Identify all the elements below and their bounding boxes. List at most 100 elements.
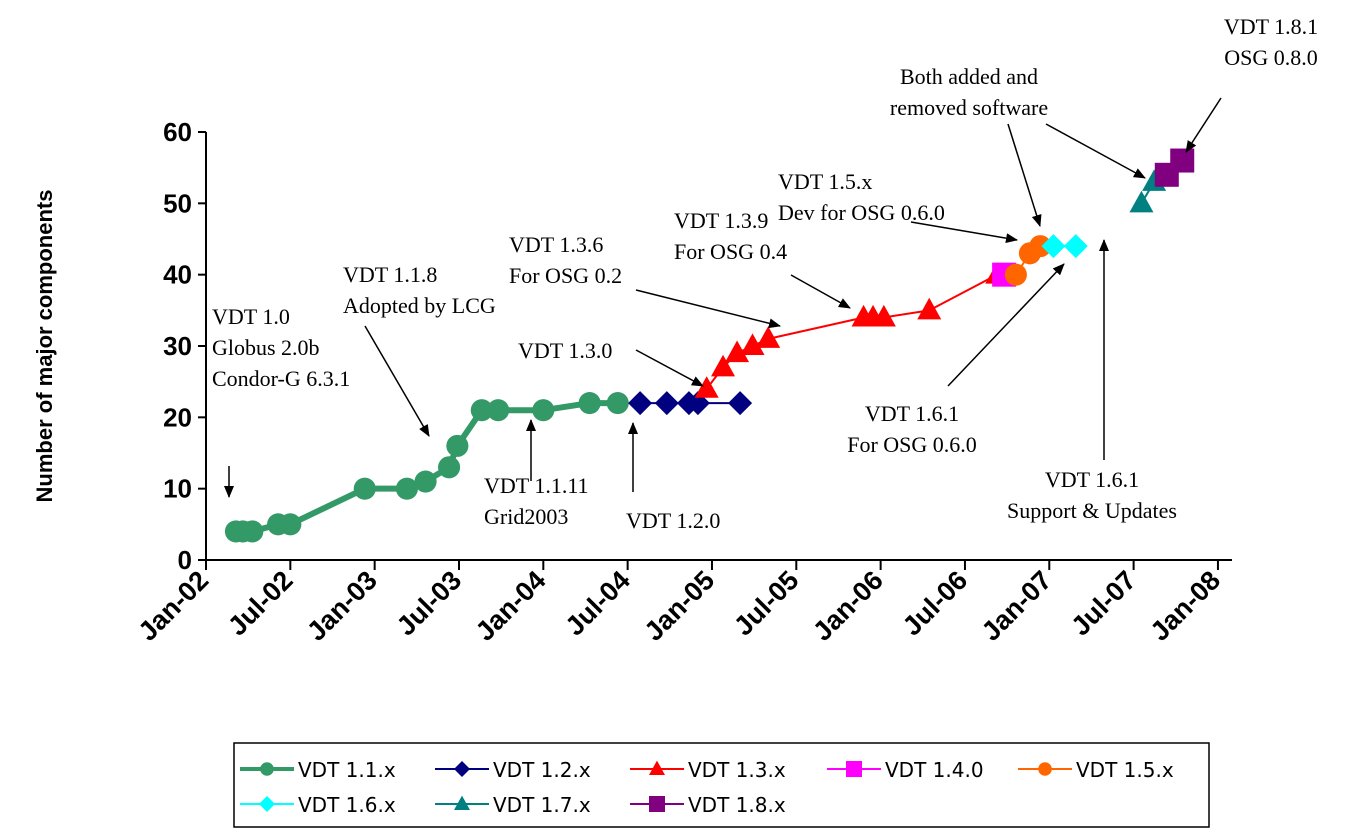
- data-point: [871, 304, 896, 327]
- legend-marker: [649, 796, 665, 812]
- x-tick-label: Jan-02: [133, 565, 215, 647]
- data-point: [1029, 235, 1052, 258]
- annotation-text: VDT 1.6.1 For OSG 0.6.0: [847, 401, 977, 457]
- annotation-text: VDT 1.3.0: [518, 338, 612, 363]
- x-tick-label: Jan-06: [807, 565, 889, 647]
- annotation-line: OSG 0.8.0: [1224, 45, 1318, 70]
- annotation-line: Both added and: [900, 64, 1038, 89]
- data-point: [353, 477, 376, 500]
- y-tick-label: 40: [163, 260, 192, 290]
- legend-item: VDT 1.6.x: [240, 793, 396, 817]
- annotation-line: VDT 1.1.11: [484, 473, 589, 498]
- x-tick-label: Jul-02: [222, 565, 298, 641]
- annotation-line: VDT 1.2.0: [626, 508, 720, 533]
- data-point: [1063, 234, 1088, 259]
- legend-label: VDT 1.1.x: [298, 758, 396, 782]
- annotation-arrow: [910, 221, 1018, 244]
- legend: VDT 1.1.x VDT 1.2.x VDT 1.3.x VDT 1.4.0 VDT …: [233, 742, 1210, 828]
- legend-item: VDT 1.3.x: [630, 758, 786, 782]
- data-point: [241, 520, 264, 543]
- annotation-line: Adopted by LCG: [343, 293, 496, 318]
- legend-label: VDT 1.3.x: [688, 758, 786, 782]
- y-tick-label: 10: [163, 474, 192, 504]
- annotation-line: Grid2003: [484, 504, 568, 529]
- annotation-line: VDT 1.3.6: [509, 232, 603, 257]
- legend-label: VDT 1.5.x: [1076, 758, 1174, 782]
- data-point: [438, 456, 461, 479]
- data-point: [1004, 263, 1027, 286]
- legend-item: VDT 1.4.0: [827, 758, 984, 782]
- data-point: [694, 376, 719, 398]
- annotation-line: VDT 1.3.0: [518, 338, 612, 363]
- x-tick-label: Jan-03: [301, 565, 383, 647]
- legend-box: [233, 742, 1210, 828]
- x-tick-label: Jul-06: [897, 565, 973, 641]
- data-point: [578, 392, 601, 415]
- y-axis-label: Number of major components: [32, 190, 57, 503]
- data-point: [606, 392, 629, 415]
- data-point: [414, 470, 437, 493]
- annotation-line: Globus 2.0b: [212, 335, 320, 360]
- annotation-text: VDT 1.6.1 Support & Updates: [1007, 467, 1177, 523]
- data-point: [728, 391, 753, 416]
- annotation-arrow: [947, 263, 1065, 387]
- annotation-line: Support & Updates: [1007, 498, 1177, 523]
- legend-label: VDT 1.6.x: [298, 793, 396, 817]
- annotation-line: VDT 1.6.1: [865, 401, 959, 426]
- y-tick-label: 50: [163, 188, 192, 218]
- annotation-line: VDT 1.6.1: [1045, 467, 1139, 492]
- legend-marker: [846, 761, 862, 777]
- annotation-line: For OSG 0.6.0: [847, 432, 977, 457]
- x-tick-label: Jul-03: [391, 565, 467, 641]
- annotation-arrow: [635, 289, 781, 329]
- annotation-line: VDT 1.8.1: [1224, 14, 1318, 39]
- annotation-arrow: [1007, 123, 1042, 227]
- data-point: [532, 399, 555, 422]
- legend-marker: [454, 761, 470, 777]
- x-tick-label: Jan-04: [470, 565, 552, 647]
- annotation-text: VDT 1.5.x Dev for OSG 0.6.0: [778, 169, 945, 225]
- data-point: [470, 399, 493, 422]
- annotation-text: VDT 1.2.0: [626, 508, 720, 533]
- annotation-text: Both added and removed software: [890, 64, 1048, 120]
- data-point: [279, 513, 302, 536]
- annotations: VDT 1.0 Globus 2.0b Condor-G 6.3.1 VDT 1.1.…: [212, 14, 1318, 533]
- data-point: [1170, 148, 1195, 173]
- legend-item: VDT 1.7.x: [435, 793, 591, 817]
- annotation-line: removed software: [890, 95, 1048, 120]
- annotation-line: For OSG 0.4: [674, 239, 787, 264]
- legend-item: VDT 1.5.x: [1018, 758, 1174, 782]
- legend-marker: [649, 760, 665, 775]
- legend-marker: [259, 796, 275, 812]
- annotation-line: VDT 1.0: [212, 304, 290, 329]
- data-point: [654, 391, 679, 416]
- legend-marker: [260, 762, 274, 776]
- x-tick-label: Jul-05: [728, 565, 804, 641]
- y-tick-label: 20: [163, 402, 192, 432]
- x-tick-label: Jan-07: [976, 565, 1058, 647]
- annotation-line: VDT 1.3.9: [674, 208, 768, 233]
- data-point: [487, 399, 510, 422]
- annotation-arrow: [635, 349, 704, 387]
- x-tick-label: Jan-08: [1144, 565, 1226, 647]
- annotation-line: For OSG 0.2: [509, 263, 622, 288]
- legend-label: VDT 1.7.x: [493, 793, 591, 817]
- legend-label: VDT 1.2.x: [493, 758, 591, 782]
- annotation-text: VDT 1.1.8 Adopted by LCG: [343, 262, 496, 318]
- annotation-line: Condor-G 6.3.1: [212, 366, 350, 391]
- data-point: [395, 477, 418, 500]
- annotation-line: VDT 1.5.x: [778, 169, 872, 194]
- annotation-arrow: [1045, 123, 1146, 179]
- legend-marker: [1038, 762, 1052, 776]
- data-point: [725, 340, 750, 363]
- y-tick-label: 0: [178, 545, 192, 575]
- y-tick-label: 60: [163, 117, 192, 147]
- annotation-text: VDT 1.8.1 OSG 0.8.0: [1224, 14, 1318, 70]
- annotation-arrow: [364, 325, 430, 437]
- data-point: [1041, 234, 1066, 259]
- y-tick-label: 30: [163, 331, 192, 361]
- data-point: [628, 391, 653, 416]
- x-tick-label: Jul-04: [559, 565, 635, 641]
- annotation-arrow: [1185, 97, 1222, 153]
- x-tick-label: Jan-05: [639, 565, 721, 647]
